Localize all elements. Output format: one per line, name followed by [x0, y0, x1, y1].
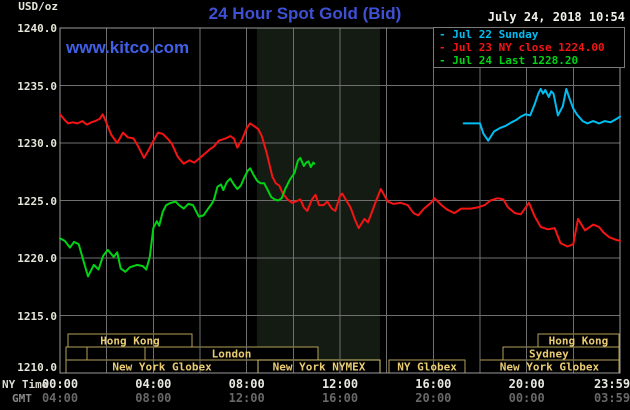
session-label: London	[212, 348, 252, 361]
gmt-tick-label: 04:00	[41, 391, 79, 405]
chart-title: 24 Hour Spot Gold (Bid)	[208, 4, 402, 23]
legend-dash-icon: -	[439, 41, 453, 54]
session-label: NY Globex	[397, 361, 457, 374]
y-axis-tick-label: 1235.0	[17, 79, 57, 93]
gmt-tick-label: 08:00	[135, 391, 172, 405]
session-label: Sydney	[529, 348, 569, 361]
session-box	[65, 346, 88, 361]
gmt-tick-label: 16:00	[321, 391, 359, 405]
ny-time-tick-label: 00:00	[41, 377, 79, 391]
legend-item-label: Jul 22 Sunday	[452, 28, 539, 41]
session-label: New York Globex	[112, 361, 212, 374]
session-label: Hong Kong	[100, 335, 160, 348]
session-box	[86, 346, 146, 361]
session-label: New York Globex	[500, 361, 600, 374]
legend-item: - Jul 22 Sunday	[434, 29, 624, 41]
legend-dash-icon: -	[439, 28, 453, 41]
legend-item: - Jul 23 NY close 1224.00	[434, 42, 624, 54]
sunday-price-line	[462, 87, 621, 142]
gmt-tick-label: 00:00	[508, 391, 545, 405]
y-axis-unit-label: USD/oz	[18, 0, 58, 13]
legend-dash-icon: -	[439, 54, 453, 67]
ny-time-tick-label: 20:00	[508, 377, 545, 391]
ny-time-axis-label: NY Time	[2, 378, 49, 391]
legend-item-label: Jul 23 NY close 1224.00	[452, 41, 605, 54]
legend-box: - Jul 22 Sunday - Jul 23 NY close 1224.00…	[433, 27, 625, 68]
ny-time-tick-label: 04:00	[135, 377, 172, 391]
y-axis-tick-label: 1220.0	[17, 252, 57, 265]
y-axis-tick-label: 1240.0	[17, 22, 57, 35]
legend-item-label: Jul 24 Last 1228.20	[452, 54, 579, 67]
gmt-axis-label: GMT	[12, 392, 32, 405]
y-axis-tick-label: 1225.0	[17, 194, 57, 208]
current-day-price-line	[59, 156, 316, 278]
gmt-tick-label: 03:59	[593, 391, 630, 405]
previous-day-price-line	[59, 113, 621, 248]
session-label: New York NYMEX	[273, 361, 366, 374]
y-axis-tick-label: 1230.0	[17, 137, 57, 150]
ny-time-tick-label: 12:00	[321, 377, 359, 391]
kitco-watermark-link[interactable]: www.kitco.com	[66, 38, 190, 57]
session-label: Hong Kong	[549, 335, 609, 348]
datetime-stamp: July 24, 2018 10:54	[487, 10, 625, 24]
gmt-tick-label: 20:00	[415, 391, 452, 405]
gmt-tick-label: 12:00	[228, 391, 265, 405]
ny-time-tick-label: 23:59	[593, 377, 630, 391]
ny-time-tick-label: 16:00	[415, 377, 452, 391]
y-axis-tick-label: 1215.0	[17, 309, 57, 323]
y-axis-tick-label: 1210.0	[17, 361, 57, 374]
plot-frame	[59, 27, 621, 374]
ny-time-tick-label: 08:00	[228, 377, 265, 391]
legend-item: - Jul 24 Last 1228.20	[434, 55, 624, 67]
